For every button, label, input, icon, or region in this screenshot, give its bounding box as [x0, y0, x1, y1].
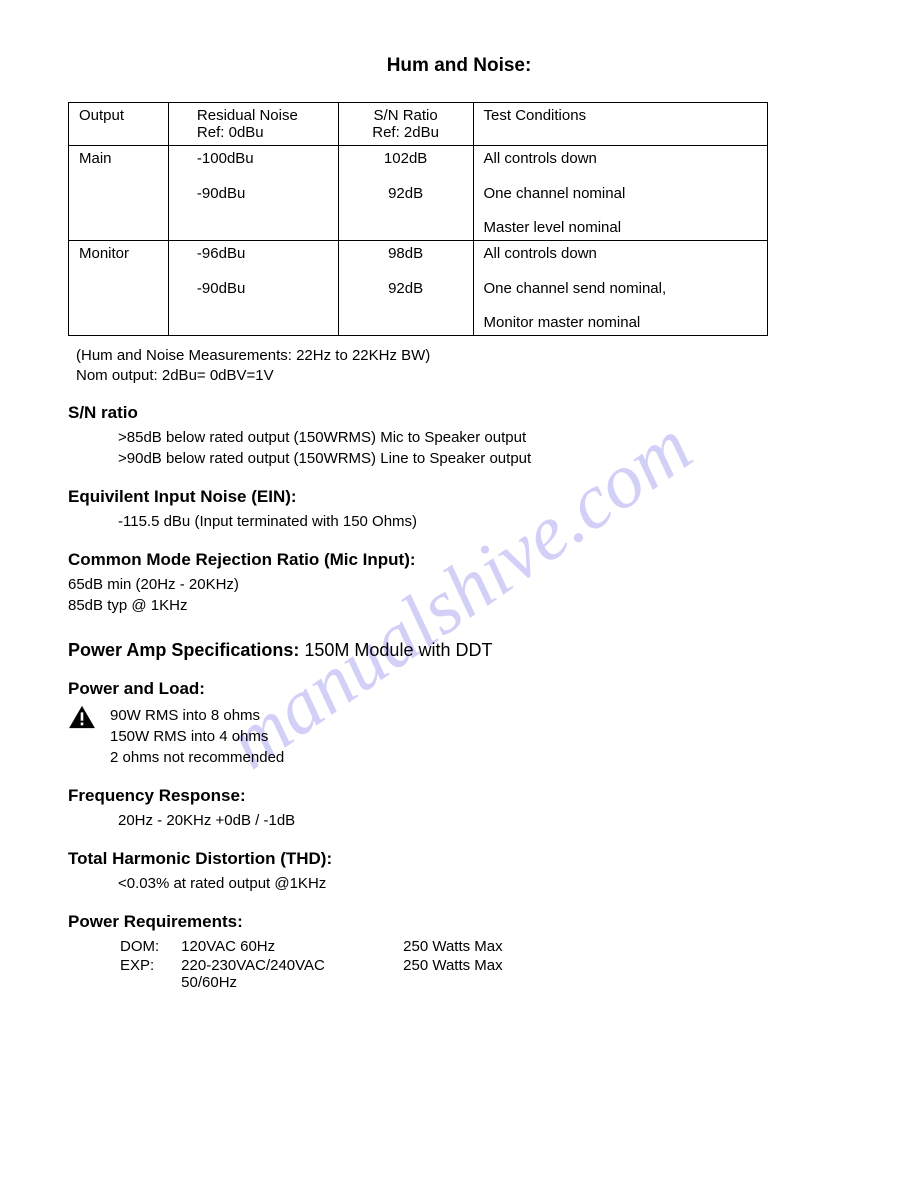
pr-voltage: 220-230VAC/240VAC 50/60Hz: [181, 957, 401, 991]
note-line: Nom output: 2dBu= 0dBV=1V: [76, 367, 274, 384]
spec-line: >90dB below rated output (150WRMS) Line …: [118, 450, 531, 467]
pr-watts: 250 Watts Max: [403, 938, 522, 955]
warning-icon: [68, 705, 96, 734]
page-title: Hum and Noise:: [68, 55, 850, 77]
table-row: Main -100dBu -90dBu 102dB 92dB All contr…: [69, 146, 768, 241]
heading-power-req: Power Requirements:: [68, 912, 850, 932]
header-sn-l1: S/N Ratio: [374, 107, 438, 124]
table-notes: (Hum and Noise Measurements: 22Hz to 22K…: [76, 346, 850, 385]
body-thd: <0.03% at rated output @1KHz: [118, 873, 850, 894]
cell-output: Main: [69, 146, 169, 241]
cell-val: All controls down: [484, 150, 597, 167]
pr-label: EXP:: [120, 957, 179, 991]
cell-val: 102dB: [384, 150, 427, 167]
table-row: Monitor -96dBu -90dBu 98dB 92dB All cont…: [69, 241, 768, 336]
page-content: Hum and Noise: Output Residual Noise Ref…: [68, 55, 850, 993]
power-req-row: EXP: 220-230VAC/240VAC 50/60Hz 250 Watts…: [120, 957, 523, 991]
pr-voltage: 120VAC 60Hz: [181, 938, 401, 955]
pr-watts: 250 Watts Max: [403, 957, 522, 991]
heading-poweramp-sub: 150M Module with DDT: [299, 640, 492, 660]
body-ein: -115.5 dBu (Input terminated with 150 Oh…: [118, 511, 850, 532]
header-residual: Residual Noise Ref: 0dBu: [168, 103, 338, 146]
spec-line: <0.03% at rated output @1KHz: [118, 875, 326, 892]
header-residual-l1: Residual Noise: [197, 107, 298, 124]
cell-val: -100dBu: [197, 150, 254, 167]
cell-conditions: All controls down One channel nominal Ma…: [473, 146, 767, 241]
spec-line: >85dB below rated output (150WRMS) Mic t…: [118, 429, 526, 446]
cell-sn: 102dB 92dB: [338, 146, 473, 241]
heading-cmrr: Common Mode Rejection Ratio (Mic Input):: [68, 550, 850, 570]
heading-ein: Equivilent Input Noise (EIN):: [68, 487, 850, 507]
spec-line: -115.5 dBu (Input terminated with 150 Oh…: [118, 513, 417, 530]
heading-thd: Total Harmonic Distortion (THD):: [68, 849, 850, 869]
note-line: (Hum and Noise Measurements: 22Hz to 22K…: [76, 347, 430, 364]
heading-freq: Frequency Response:: [68, 786, 850, 806]
body-cmrr: 65dB min (20Hz - 20KHz) 85dB typ @ 1KHz: [68, 574, 850, 616]
cell-val: Master level nominal: [484, 219, 622, 236]
cell-val: -90dBu: [197, 185, 328, 202]
cell-val: 92dB: [349, 280, 463, 297]
header-sn-l2: Ref: 2dBu: [372, 124, 439, 141]
cell-residual: -96dBu -90dBu: [168, 241, 338, 336]
cell-val: One channel send nominal,: [484, 280, 757, 297]
heading-poweramp-label: Power Amp Specifications:: [68, 640, 299, 660]
body-power-load: 90W RMS into 8 ohms 150W RMS into 4 ohms…: [110, 705, 284, 768]
cell-residual: -100dBu -90dBu: [168, 146, 338, 241]
spec-line: 65dB min (20Hz - 20KHz): [68, 576, 239, 593]
hum-noise-table: Output Residual Noise Ref: 0dBu S/N Rati…: [68, 102, 768, 336]
cell-val: Monitor master nominal: [484, 314, 641, 331]
cell-conditions: All controls down One channel send nomin…: [473, 241, 767, 336]
body-sn-ratio: >85dB below rated output (150WRMS) Mic t…: [118, 427, 850, 469]
table-header-row: Output Residual Noise Ref: 0dBu S/N Rati…: [69, 103, 768, 146]
cell-val: -96dBu: [197, 245, 245, 262]
cell-output: Monitor: [69, 241, 169, 336]
header-residual-l2: Ref: 0dBu: [197, 124, 264, 141]
heading-poweramp: Power Amp Specifications: 150M Module wi…: [68, 640, 850, 661]
spec-line: 20Hz - 20KHz +0dB / -1dB: [118, 812, 295, 829]
header-sn: S/N Ratio Ref: 2dBu: [338, 103, 473, 146]
spec-line: 150W RMS into 4 ohms: [110, 728, 268, 745]
cell-val: -90dBu: [197, 280, 328, 297]
spec-line: 2 ohms not recommended: [110, 749, 284, 766]
pr-label: DOM:: [120, 938, 179, 955]
header-conditions: Test Conditions: [473, 103, 767, 146]
power-req-table: DOM: 120VAC 60Hz 250 Watts Max EXP: 220-…: [118, 936, 525, 993]
cell-sn: 98dB 92dB: [338, 241, 473, 336]
cell-val: All controls down: [484, 245, 597, 262]
cell-val: 98dB: [388, 245, 423, 262]
header-output: Output: [69, 103, 169, 146]
spec-line: 90W RMS into 8 ohms: [110, 707, 260, 724]
spec-line: 85dB typ @ 1KHz: [68, 597, 187, 614]
cell-val: One channel nominal: [484, 185, 757, 202]
body-freq: 20Hz - 20KHz +0dB / -1dB: [118, 810, 850, 831]
power-req-row: DOM: 120VAC 60Hz 250 Watts Max: [120, 938, 523, 955]
power-load-row: 90W RMS into 8 ohms 150W RMS into 4 ohms…: [68, 705, 850, 768]
heading-power-load: Power and Load:: [68, 679, 850, 699]
heading-sn-ratio: S/N ratio: [68, 403, 850, 423]
cell-val: 92dB: [349, 185, 463, 202]
